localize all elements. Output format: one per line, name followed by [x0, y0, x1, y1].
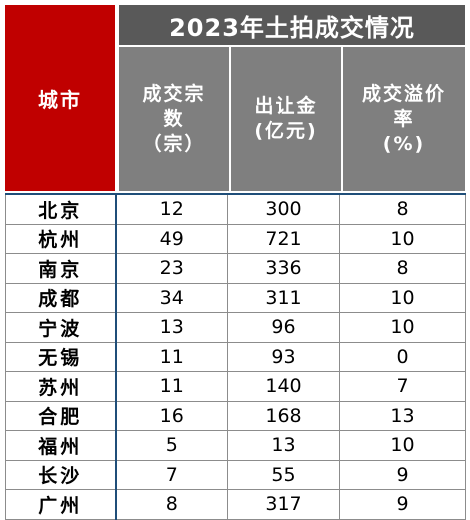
revenue-cell: 55 — [227, 459, 340, 490]
revenue-cell: 317 — [227, 489, 340, 520]
revenue-cell: 311 — [227, 282, 340, 313]
premium-cell: 8 — [339, 193, 466, 225]
premium-cell: 0 — [339, 341, 466, 372]
deals-cell: 49 — [115, 223, 228, 254]
premium-cell: 10 — [339, 223, 466, 254]
premium-cell: 7 — [339, 371, 466, 402]
city-cell: 长沙 — [5, 459, 117, 490]
table-row: 北京 12 300 8 — [5, 193, 466, 225]
city-cell: 合肥 — [5, 400, 117, 431]
deals-cell: 23 — [115, 253, 228, 284]
city-cell: 成都 — [5, 282, 117, 313]
city-cell: 广州 — [5, 489, 117, 520]
revenue-cell: 13 — [227, 430, 340, 461]
city-cell: 北京 — [5, 193, 117, 225]
premium-cell: 9 — [339, 459, 466, 490]
table-row: 宁波 13 96 10 — [5, 312, 466, 343]
deals-cell: 13 — [115, 312, 228, 343]
revenue-cell: 168 — [227, 400, 340, 431]
deals-column-header: 成交宗 数 （宗） — [119, 47, 229, 191]
premium-cell: 10 — [339, 430, 466, 461]
premium-cell: 10 — [339, 282, 466, 313]
deals-cell: 11 — [115, 341, 228, 372]
premium-cell: 9 — [339, 489, 466, 520]
city-column-header: 城市 — [5, 5, 115, 191]
city-cell: 苏州 — [5, 371, 117, 402]
premium-column-header: 成交溢价 率 (%) — [343, 47, 465, 191]
deals-cell: 11 — [115, 371, 228, 402]
deals-cell: 34 — [115, 282, 228, 313]
table-row: 广州 8 317 9 — [5, 489, 466, 520]
city-cell: 无锡 — [5, 341, 117, 372]
data-grid: 北京 12 300 8 杭州 49 721 10 南京 23 336 8 成都 34 311 10 宁波 13 96… — [5, 193, 466, 520]
table-row: 长沙 7 55 9 — [5, 459, 466, 490]
land-auction-table: 城市 2023年土拍成交情况 成交宗 数 （宗） 出让金 (亿元) 成交溢价 率… — [5, 5, 466, 520]
revenue-cell: 721 — [227, 223, 340, 254]
table-row: 南京 23 336 8 — [5, 253, 466, 284]
revenue-cell: 140 — [227, 371, 340, 402]
deals-cell: 12 — [115, 193, 228, 225]
deals-cell: 7 — [115, 459, 228, 490]
table-row: 福州 5 13 10 — [5, 430, 466, 461]
city-cell: 宁波 — [5, 312, 117, 343]
table-row: 苏州 11 140 7 — [5, 371, 466, 402]
revenue-cell: 300 — [227, 193, 340, 225]
table-row: 成都 34 311 10 — [5, 282, 466, 313]
premium-cell: 13 — [339, 400, 466, 431]
revenue-cell: 93 — [227, 341, 340, 372]
city-cell: 南京 — [5, 253, 117, 284]
table-row: 无锡 11 93 0 — [5, 341, 466, 372]
city-cell: 福州 — [5, 430, 117, 461]
table-title: 2023年土拍成交情况 — [119, 5, 465, 45]
revenue-cell: 96 — [227, 312, 340, 343]
deals-cell: 8 — [115, 489, 228, 520]
table-row: 合肥 16 168 13 — [5, 400, 466, 431]
premium-cell: 8 — [339, 253, 466, 284]
premium-cell: 10 — [339, 312, 466, 343]
revenue-column-header: 出让金 (亿元) — [231, 47, 341, 191]
table-row: 杭州 49 721 10 — [5, 223, 466, 254]
deals-cell: 16 — [115, 400, 228, 431]
city-cell: 杭州 — [5, 223, 117, 254]
revenue-cell: 336 — [227, 253, 340, 284]
deals-cell: 5 — [115, 430, 228, 461]
